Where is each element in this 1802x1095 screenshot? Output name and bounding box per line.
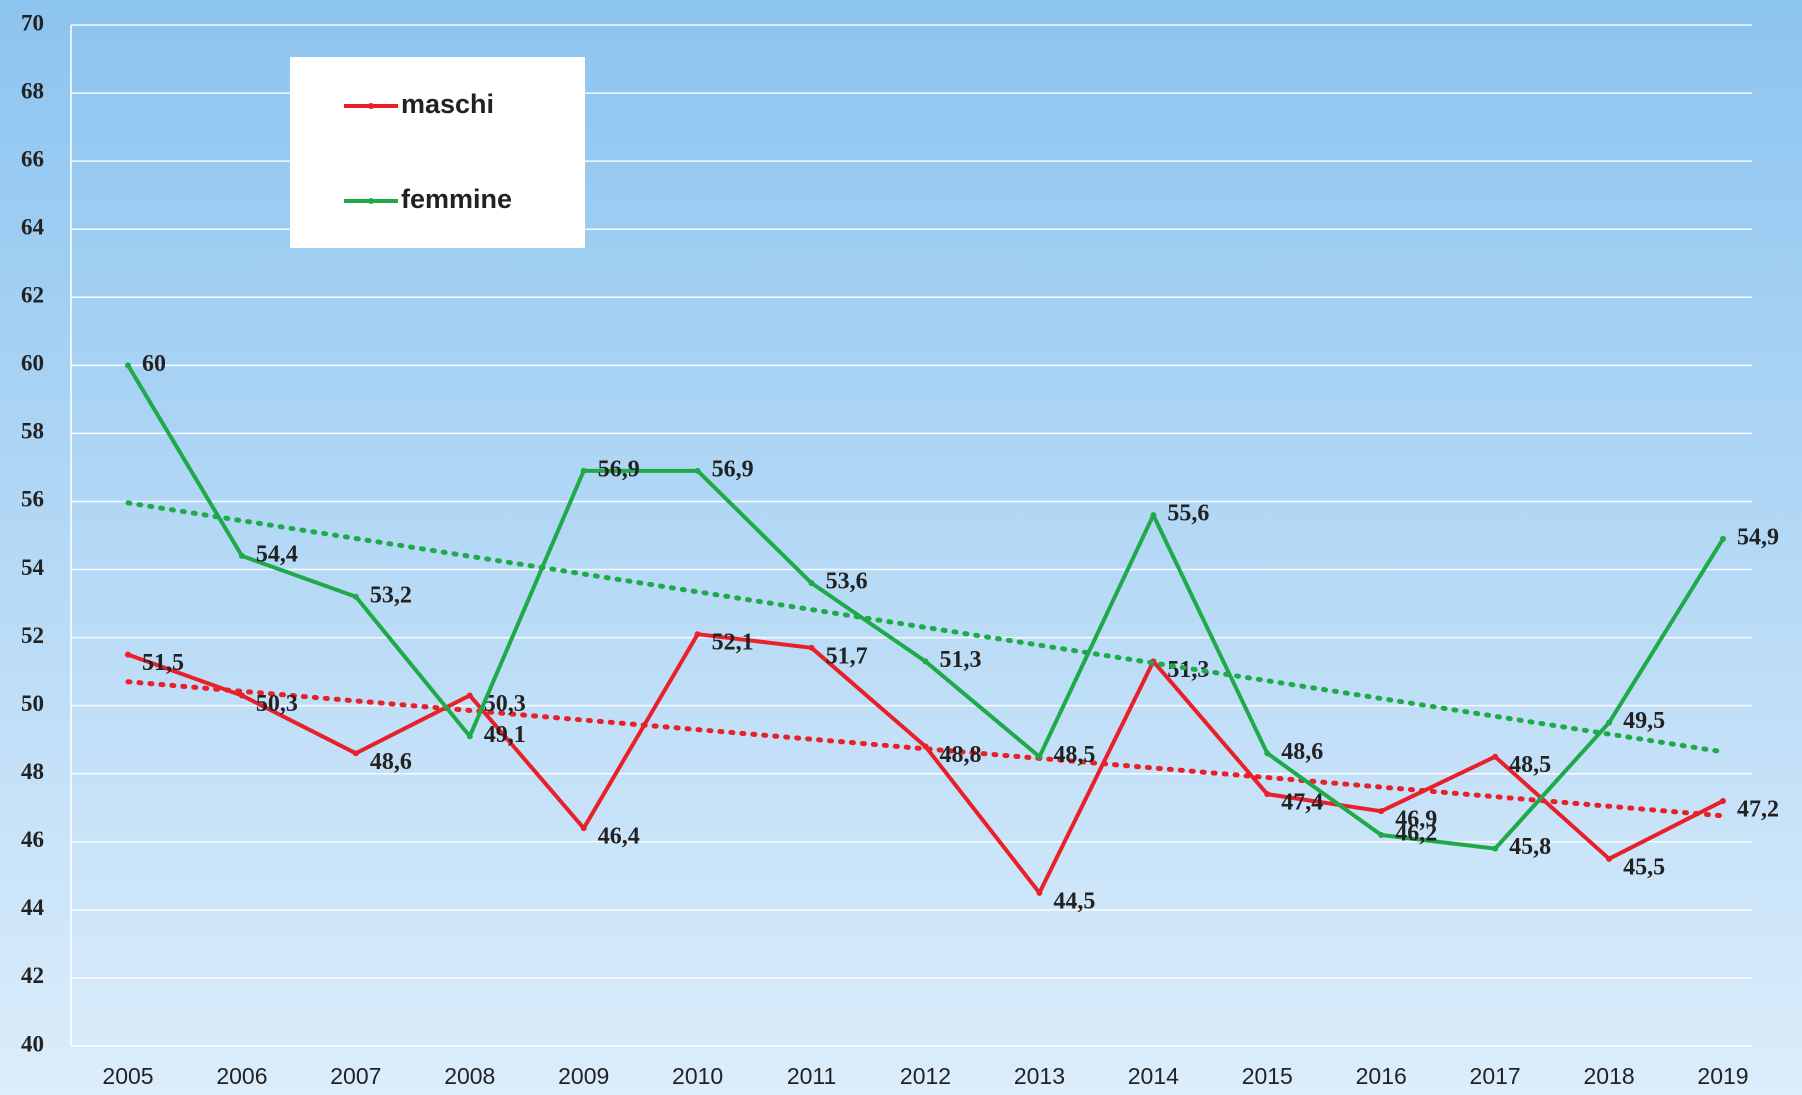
point	[1378, 808, 1385, 815]
point	[352, 750, 359, 757]
y-tick-label: 58	[21, 419, 44, 444]
point	[466, 692, 473, 699]
point	[1606, 855, 1613, 862]
point	[1036, 889, 1043, 896]
x-tick-label: 2016	[1356, 1063, 1407, 1089]
value-label: 47,4	[1281, 790, 1323, 816]
y-tick-label: 46	[21, 827, 44, 852]
y-tick-label: 56	[21, 487, 44, 512]
point	[1606, 719, 1613, 726]
y-tick-label: 50	[21, 691, 44, 716]
point	[125, 651, 131, 658]
x-tick-label: 2011	[787, 1063, 836, 1089]
value-label: 47,2	[1737, 796, 1779, 822]
legend-box	[290, 57, 585, 248]
value-label: 48,5	[1509, 752, 1551, 778]
point	[466, 733, 473, 740]
value-label: 55,6	[1167, 501, 1209, 527]
value-label: 48,6	[370, 749, 412, 775]
x-tick-label: 2014	[1128, 1063, 1179, 1089]
point	[1150, 512, 1157, 519]
point	[1036, 753, 1043, 760]
y-tick-label: 54	[21, 555, 45, 580]
value-label: 54,4	[256, 541, 298, 567]
y-tick-label: 70	[21, 10, 44, 35]
value-label: 56,9	[712, 456, 754, 482]
value-label: 53,6	[826, 569, 868, 595]
value-label: 54,9	[1737, 524, 1779, 550]
value-label: 51,5	[142, 650, 184, 676]
x-tick-label: 2018	[1583, 1063, 1634, 1089]
y-tick-label: 42	[21, 963, 44, 988]
point	[1492, 753, 1499, 760]
y-tick-label: 60	[21, 351, 44, 376]
value-label: 49,5	[1623, 708, 1665, 734]
value-label: 45,8	[1509, 834, 1551, 860]
point	[694, 467, 701, 474]
point	[808, 644, 815, 651]
value-label: 53,2	[370, 582, 412, 608]
x-tick-label: 2006	[216, 1063, 267, 1089]
point	[580, 825, 587, 832]
point	[1378, 831, 1385, 838]
point	[922, 743, 929, 750]
point	[1720, 797, 1726, 804]
point	[1492, 845, 1499, 852]
point	[238, 692, 245, 699]
value-label: 60	[142, 351, 166, 377]
point	[1720, 535, 1726, 542]
legend-marker	[368, 198, 374, 204]
point	[922, 658, 929, 665]
legend-marker	[368, 103, 374, 109]
x-tick-label: 2008	[444, 1063, 495, 1089]
y-tick-label: 52	[21, 623, 44, 648]
value-label: 48,6	[1281, 739, 1323, 765]
value-label: 51,3	[940, 647, 982, 673]
value-label: 46,9	[1395, 807, 1437, 833]
y-tick-label: 48	[21, 759, 44, 784]
x-tick-label: 2017	[1470, 1063, 1521, 1089]
x-tick-label: 2007	[330, 1063, 381, 1089]
value-label: 46,4	[598, 824, 640, 850]
trend-line	[125, 500, 1726, 755]
y-tick-label: 64	[21, 214, 45, 239]
value-label: 45,5	[1623, 854, 1665, 880]
y-tick-label: 62	[21, 283, 44, 308]
y-tick-label: 44	[21, 895, 45, 920]
x-tick-label: 2012	[900, 1063, 951, 1089]
point	[352, 593, 359, 600]
value-label: 46,2	[1395, 820, 1437, 846]
point	[125, 362, 131, 369]
value-label: 48,8	[940, 742, 982, 768]
x-tick-label: 2010	[672, 1063, 723, 1089]
x-tick-label: 2015	[1242, 1063, 1293, 1089]
point	[580, 467, 587, 474]
legend-label: femmine	[401, 184, 512, 214]
value-label: 51,7	[826, 643, 868, 669]
value-label: 49,1	[484, 722, 526, 748]
point	[1264, 750, 1271, 757]
value-label: 44,5	[1053, 888, 1095, 914]
x-tick-label: 2009	[558, 1063, 609, 1089]
value-label: 48,5	[1053, 742, 1095, 768]
point	[1264, 791, 1271, 798]
point	[808, 580, 815, 587]
point	[694, 631, 701, 638]
value-label: 50,3	[484, 691, 526, 717]
y-tick-label: 40	[21, 1031, 44, 1056]
value-label: 52,1	[712, 630, 754, 656]
trend-line	[125, 679, 1726, 819]
legend-label: maschi	[401, 89, 494, 119]
point	[238, 552, 245, 559]
value-label: 56,9	[598, 456, 640, 482]
x-tick-label: 2019	[1697, 1063, 1748, 1089]
x-tick-label: 2005	[102, 1063, 153, 1089]
value-label: 50,3	[256, 691, 298, 717]
y-tick-label: 66	[21, 146, 44, 171]
y-tick-label: 68	[21, 78, 44, 103]
x-tick-label: 2013	[1014, 1063, 1065, 1089]
